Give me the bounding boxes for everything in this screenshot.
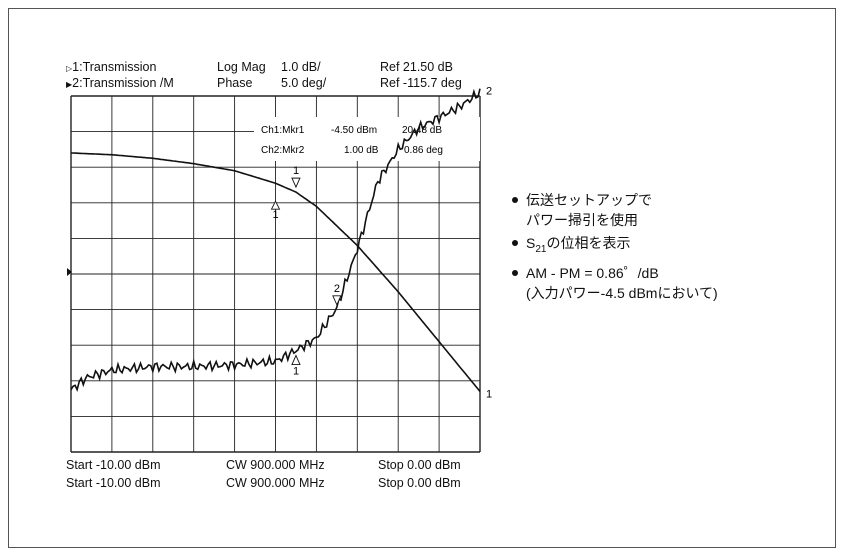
header-scale1: 1.0 dB/ — [281, 60, 321, 74]
header-scale2: 5.0 deg/ — [281, 76, 327, 90]
note-sweep-line2: パワー掃引を使用 — [526, 212, 638, 228]
footer-cw1: CW 900.000 MHz — [226, 458, 325, 472]
traces: 21 — [70, 85, 492, 400]
header-format2: Phase — [217, 76, 253, 90]
trace-end-label-1: 1 — [486, 388, 492, 400]
marker-name-1: Ch1:Mkr1 — [261, 125, 305, 136]
header-ref1: Ref 21.50 dB — [380, 60, 453, 74]
note-sweep-line1: 伝送セットアップで — [526, 192, 652, 208]
footer-stop1: Stop 0.00 dBm — [378, 458, 461, 472]
note-ampm-line1: AM - PM = 0.86゜/dB — [526, 264, 659, 281]
footer-cw2: CW 900.000 MHz — [226, 476, 325, 490]
marker-triangle — [332, 295, 342, 306]
header-trace2: ▶2:Transmission /M — [66, 76, 174, 90]
note-phase: S21の位相を表示 — [512, 233, 832, 260]
marker-table-box — [254, 117, 480, 161]
marker-label: 1 — [293, 366, 299, 378]
marker-label: 1 — [293, 165, 299, 177]
annotation-notes: 伝送セットアップで パワー掃引を使用 S21の位相を表示 AM - PM = 0… — [512, 190, 832, 306]
footer-start1: Start -10.00 dBm — [66, 458, 161, 472]
marker-stim-2: 1.00 dB — [344, 145, 379, 156]
footer-start2: Start -10.00 dBm — [66, 476, 161, 490]
marker-triangle — [270, 200, 281, 210]
note-ampm: AM - PM = 0.86゜/dB (入力パワー-4.5 dBmにおいて) — [512, 263, 832, 303]
marker-name-2: Ch2:Mkr2 — [261, 145, 305, 156]
marker-val-2: 0.86 deg — [404, 145, 443, 156]
marker-triangle — [291, 354, 301, 365]
marker-label: 2 — [334, 283, 340, 295]
note-phase-text: S21の位相を表示 — [526, 235, 631, 255]
trace-end-label-2: 2 — [486, 85, 492, 97]
markers: 1 2 1 1 — [270, 165, 342, 378]
marker-triangle — [291, 177, 301, 189]
marker-label: 1 — [273, 209, 279, 221]
header-ref2: Ref -115.7 deg — [380, 76, 462, 90]
header-trace1: ▷1:Transmission — [66, 60, 157, 74]
trace-2 — [70, 88, 481, 392]
marker-val-1: 20.48 dB — [402, 125, 442, 136]
ref-position-arrow — [67, 268, 72, 276]
marker-stim-1: -4.50 dBm — [331, 125, 377, 136]
footer-stop2: Stop 0.00 dBm — [378, 476, 461, 490]
header-format1: Log Mag — [217, 60, 266, 74]
note-sweep: 伝送セットアップで パワー掃引を使用 — [512, 190, 832, 230]
trace-1 — [71, 152, 481, 392]
note-ampm-line2: (入力パワー-4.5 dBmにおいて) — [526, 284, 718, 301]
marker-table: Ch1:Mkr1 -4.50 dBm 20.48 dB Ch2:Mkr2 1.0… — [254, 117, 480, 161]
